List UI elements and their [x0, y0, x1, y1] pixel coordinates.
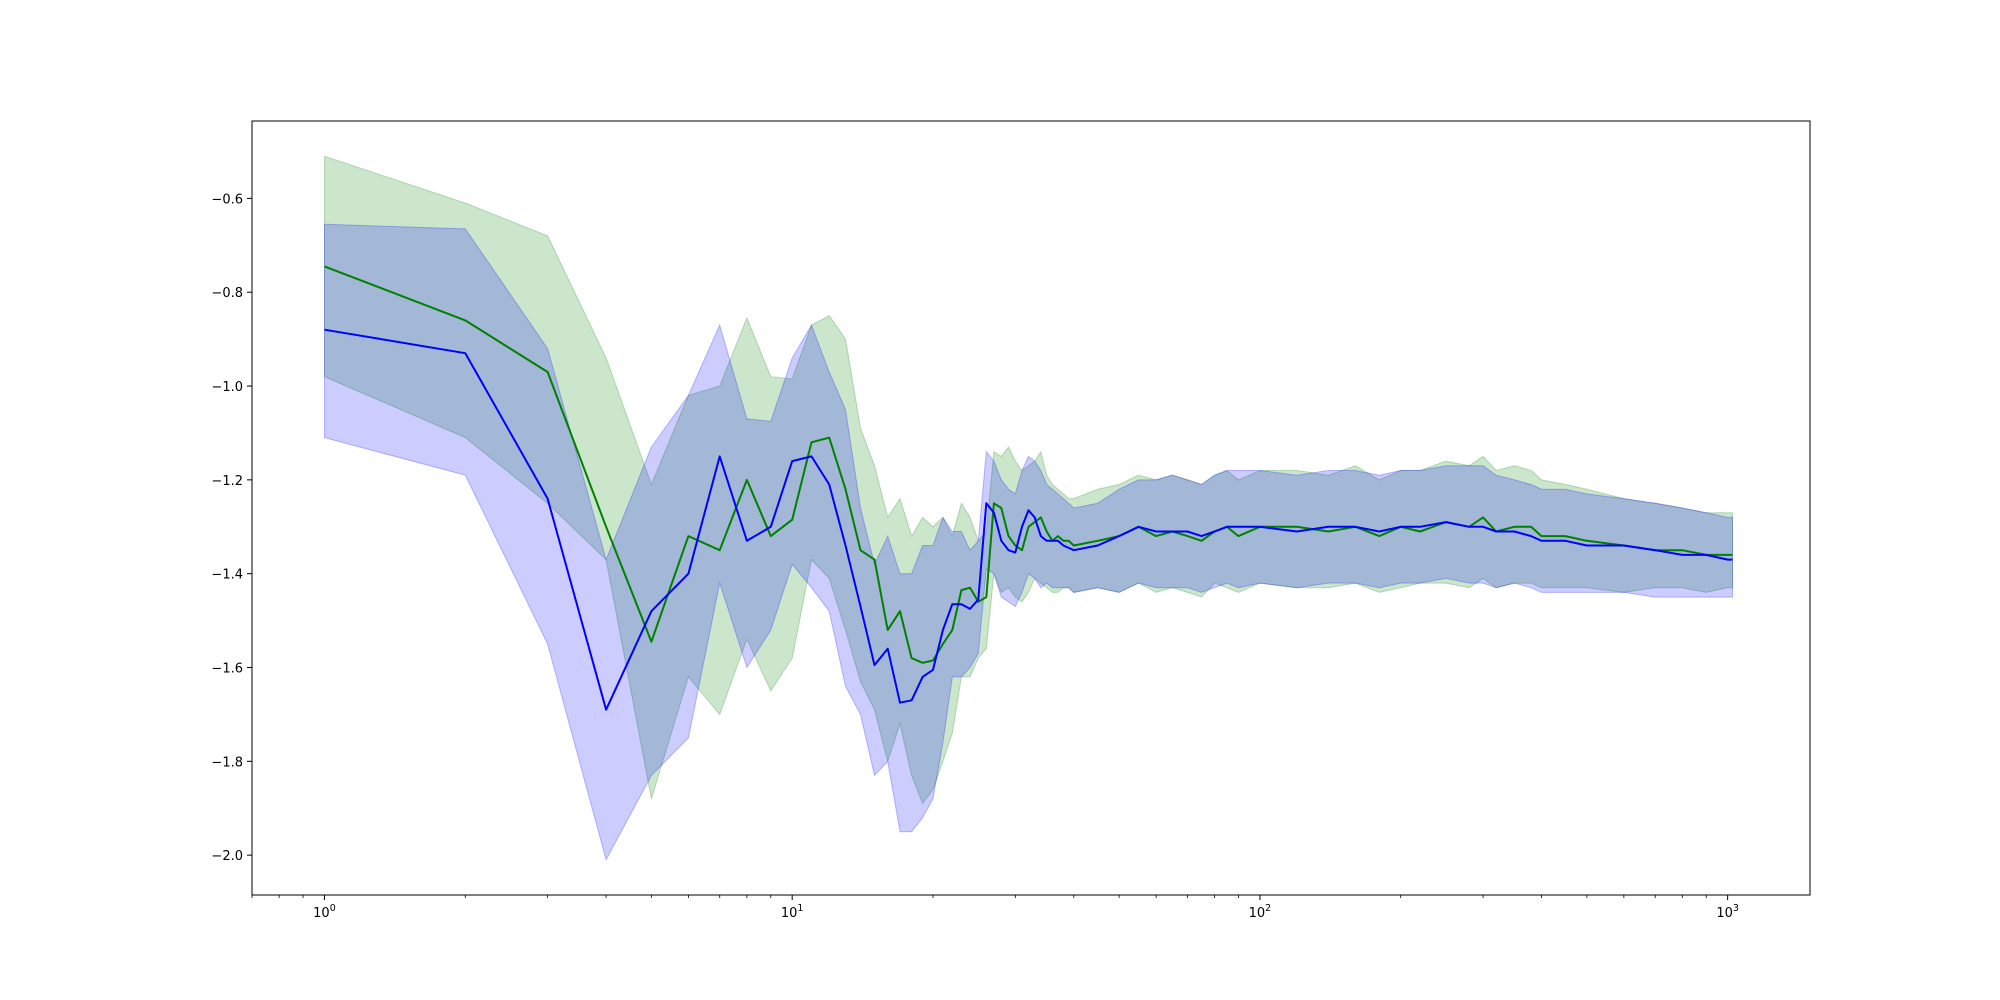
- y-axis: −0.6 −0.8 −1.0 −1.2 −1.4 −1.6 −1.8 −2.0: [211, 192, 252, 864]
- x-tick-label-base: 10: [313, 906, 330, 921]
- y-tick-label: −1.0: [211, 380, 243, 395]
- series-0-band: [324, 155, 1733, 805]
- x-tick-label-base: 10: [781, 906, 798, 921]
- x-tick-label-base: 10: [1716, 906, 1733, 921]
- x-tick-label: 100: [313, 903, 336, 921]
- x-tick-label-exponent: 0: [330, 903, 336, 914]
- x-tick-label: 103: [1716, 903, 1739, 921]
- y-tick-label: −1.2: [211, 474, 243, 489]
- series-1-band: [324, 223, 1733, 862]
- x-tick-label-base: 10: [1249, 906, 1266, 921]
- x-tick-label: 101: [781, 903, 804, 921]
- plot-frame: [251, 120, 1811, 896]
- series-1-line: [324, 328, 1733, 711]
- y-tick-label: −0.6: [211, 192, 243, 207]
- x-axis: 100 101 102 103: [251, 895, 1739, 921]
- x-tick-label-exponent: 2: [1265, 903, 1271, 914]
- y-tick-label: −1.8: [211, 755, 243, 770]
- y-tick-label: −0.8: [211, 286, 243, 301]
- x-tick-label-exponent: 1: [797, 903, 803, 914]
- series-lines: [324, 265, 1733, 711]
- y-tick-label: −1.4: [211, 568, 243, 583]
- y-tick-label: −2.0: [211, 849, 243, 864]
- series-0-line: [324, 265, 1733, 664]
- confidence-bands: [324, 155, 1733, 862]
- x-tick-label: 102: [1249, 903, 1272, 921]
- y-tick-label: −1.6: [211, 661, 243, 676]
- x-tick-label-exponent: 3: [1733, 903, 1739, 914]
